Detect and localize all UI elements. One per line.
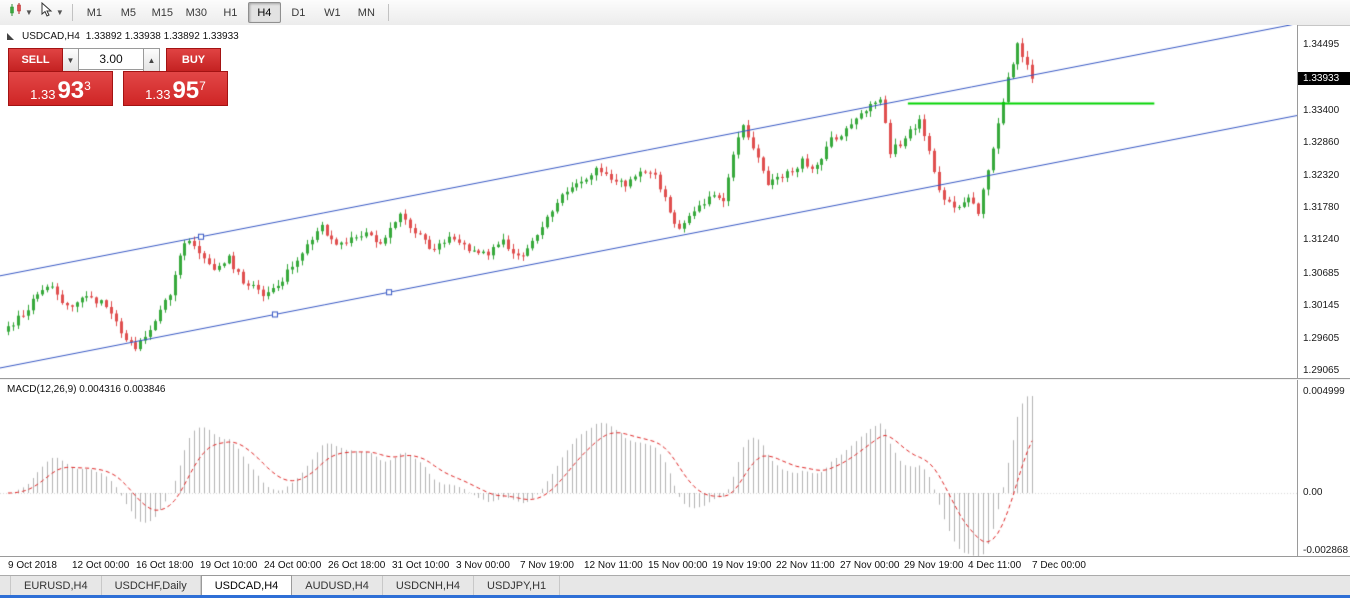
chart-tab-usdcnh-h4[interactable]: USDCNH,H4 xyxy=(383,576,475,595)
price-axis-label: 1.30145 xyxy=(1303,300,1340,312)
panel-separator[interactable] xyxy=(0,378,1350,379)
timeframe-button-m15[interactable]: M15 xyxy=(151,6,174,19)
price-axis-label: 1.31780 xyxy=(1303,202,1340,213)
sell-price-big: 93 xyxy=(57,77,85,104)
macd-axis-label: 0.004999 xyxy=(1303,386,1345,397)
price-axis-label: 1.33400 xyxy=(1303,104,1340,116)
date-axis-label: 15 Nov 00:00 xyxy=(648,560,708,571)
price-axis-label: 1.34495 xyxy=(1303,39,1340,50)
date-axis-label: 4 Dec 11:00 xyxy=(968,560,1022,571)
chart-tab-usdchf-daily[interactable]: USDCHF,Daily xyxy=(102,576,201,595)
date-axis-label: 9 Oct 2018 xyxy=(8,560,57,571)
macd-indicator-canvas[interactable] xyxy=(0,380,1297,556)
buy-price-button[interactable]: 1.33 95 7 xyxy=(123,71,228,106)
current-price-badge: 1.33933 xyxy=(1298,71,1350,85)
chart-tab-usdjpy-h1[interactable]: USDJPY,H1 xyxy=(474,576,561,595)
date-axis-label: 22 Nov 11:00 xyxy=(776,560,835,571)
axis-separator-line xyxy=(1297,25,1298,556)
toolbar-separator xyxy=(71,4,73,21)
sell-price-button[interactable]: 1.33 93 3 xyxy=(8,71,113,106)
macd-axis-label: 0.00 xyxy=(1303,487,1323,498)
chart-tabbar: EURUSD,H4 USDCHF,Daily USDCAD,H4 AUDUSD,H4 U… xyxy=(0,575,1350,595)
date-axis-label: 19 Nov 19:00 xyxy=(712,560,772,571)
chevron-up-icon: ▲ xyxy=(147,55,156,65)
date-axis-label: 12 Oct 00:00 xyxy=(72,560,130,571)
macd-label: MACD(12,26,9) 0.004316 0.003846 xyxy=(7,384,166,395)
cursor-tool-icon xyxy=(39,1,55,23)
timeframe-button-mn[interactable]: MN xyxy=(357,6,375,19)
top-toolbar: ▼ ▼ M1 M5 M15 M30 H1 H4 D1 W1 MN xyxy=(0,0,1350,26)
date-axis[interactable]: 9 Oct 2018 12 Oct 00:00 16 Oct 18:00 19 Oct… xyxy=(0,557,1350,575)
cursor-tool-button[interactable]: ▼ xyxy=(36,1,67,24)
one-click-trading-toggle-icon[interactable] xyxy=(7,33,14,40)
sell-price-pip: 3 xyxy=(84,79,91,93)
trade-prices-row: 1.33 93 3 1.33 95 7 xyxy=(8,71,230,106)
chevron-down-icon: ▼ xyxy=(55,8,64,17)
timeframe-buttons: M1 M5 M15 M30 H1 H4 D1 W1 MN xyxy=(78,2,383,23)
candlestick-chart-icon xyxy=(8,2,24,23)
price-axis-label: 1.29605 xyxy=(1303,332,1340,344)
price-axis-label: 1.31240 xyxy=(1303,234,1340,246)
price-axis-label: 1.29065 xyxy=(1303,365,1340,376)
timeframe-button-h1[interactable]: H1 xyxy=(223,6,238,19)
buy-price-main: 1.33 xyxy=(145,87,171,102)
chart-symbol-period: USDCAD,H4 xyxy=(22,31,80,42)
timeframe-button-w1[interactable]: W1 xyxy=(324,6,341,19)
one-click-trading-panel: SELL ▼ ▲ BUY 1.33 93 3 1.33 95 7 xyxy=(8,48,230,106)
chart-tab-audusd-h4[interactable]: AUDUSD,H4 xyxy=(292,576,383,595)
window-bottom-edge xyxy=(0,595,1350,598)
trade-controls-row: SELL ▼ ▲ BUY xyxy=(8,48,230,72)
macd-axis-label: -0.002868 xyxy=(1303,544,1349,556)
chart-tab-eurusd-h4[interactable]: EURUSD,H4 xyxy=(10,576,102,595)
chart-title: USDCAD,H4 1.33892 1.33938 1.33892 1.3393… xyxy=(7,31,239,42)
date-axis-label: 12 Nov 11:00 xyxy=(584,560,643,571)
price-axis-label: 1.32320 xyxy=(1303,169,1340,181)
timeframe-button-m1[interactable]: M1 xyxy=(86,6,102,19)
date-axis-label: 7 Dec 00:00 xyxy=(1032,560,1086,571)
date-axis-label: 16 Oct 18:00 xyxy=(136,560,194,571)
timeframe-button-m5[interactable]: M5 xyxy=(120,6,136,19)
sell-button[interactable]: SELL xyxy=(8,48,63,72)
date-axis-label: 19 Oct 10:00 xyxy=(200,560,258,571)
price-axis-label: 1.30685 xyxy=(1303,267,1340,279)
price-axis-label: 1.32860 xyxy=(1303,137,1340,149)
chevron-down-icon: ▼ xyxy=(25,8,33,17)
sell-price-main: 1.33 xyxy=(30,87,56,102)
date-axis-label: 24 Oct 00:00 xyxy=(264,560,322,571)
chevron-down-icon: ▼ xyxy=(66,55,75,65)
volume-input[interactable] xyxy=(79,48,143,70)
chart-type-button[interactable]: ▼ xyxy=(5,2,36,24)
toolbar-separator xyxy=(387,4,389,21)
date-axis-label: 7 Nov 19:00 xyxy=(520,560,574,571)
buy-price-pip: 7 xyxy=(199,79,206,93)
chart-ohlc-values: 1.33892 1.33938 1.33892 1.33933 xyxy=(85,31,239,42)
date-axis-label: 27 Nov 00:00 xyxy=(840,560,900,571)
timeframe-button-m30[interactable]: M30 xyxy=(185,6,208,19)
date-axis-label: 29 Nov 19:00 xyxy=(904,560,964,571)
date-axis-label: 31 Oct 10:00 xyxy=(392,560,450,571)
date-axis-label: 26 Oct 18:00 xyxy=(328,560,386,571)
timeframe-button-h4[interactable]: H4 xyxy=(247,2,281,23)
timeframe-button-d1[interactable]: D1 xyxy=(291,6,306,19)
buy-button[interactable]: BUY xyxy=(166,48,221,72)
date-axis-label: 3 Nov 00:00 xyxy=(456,560,510,571)
chart-tab-usdcad-h4[interactable]: USDCAD,H4 xyxy=(200,575,293,595)
buy-price-big: 95 xyxy=(172,77,200,104)
volume-increase-button[interactable]: ▲ xyxy=(143,48,160,72)
panel-separator-highlight xyxy=(0,379,1350,380)
date-axis-separator xyxy=(0,556,1350,557)
volume-decrease-button[interactable]: ▼ xyxy=(63,48,79,72)
